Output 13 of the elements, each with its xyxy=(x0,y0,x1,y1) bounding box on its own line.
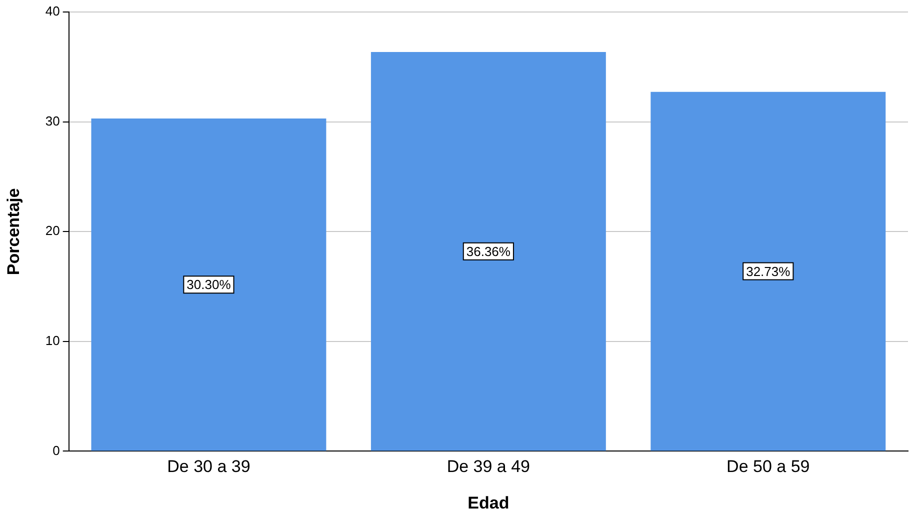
x-axis-title: Edad xyxy=(468,493,510,512)
data-label: 32.73% xyxy=(746,264,791,279)
x-tick-label: De 50 a 59 xyxy=(726,457,810,476)
data-label: 36.36% xyxy=(466,244,511,259)
data-label: 30.30% xyxy=(186,277,232,292)
y-tick-label: 40 xyxy=(45,4,60,19)
y-tick-label: 30 xyxy=(45,113,60,128)
y-axis-title: Porcentaje xyxy=(4,188,23,276)
y-tick-label: 0 xyxy=(52,442,60,458)
y-tick-label: 10 xyxy=(45,332,60,348)
x-tick-label: De 30 a 39 xyxy=(167,457,250,476)
y-tick-label: 20 xyxy=(45,223,60,238)
x-tick-label: De 39 a 49 xyxy=(446,457,530,476)
